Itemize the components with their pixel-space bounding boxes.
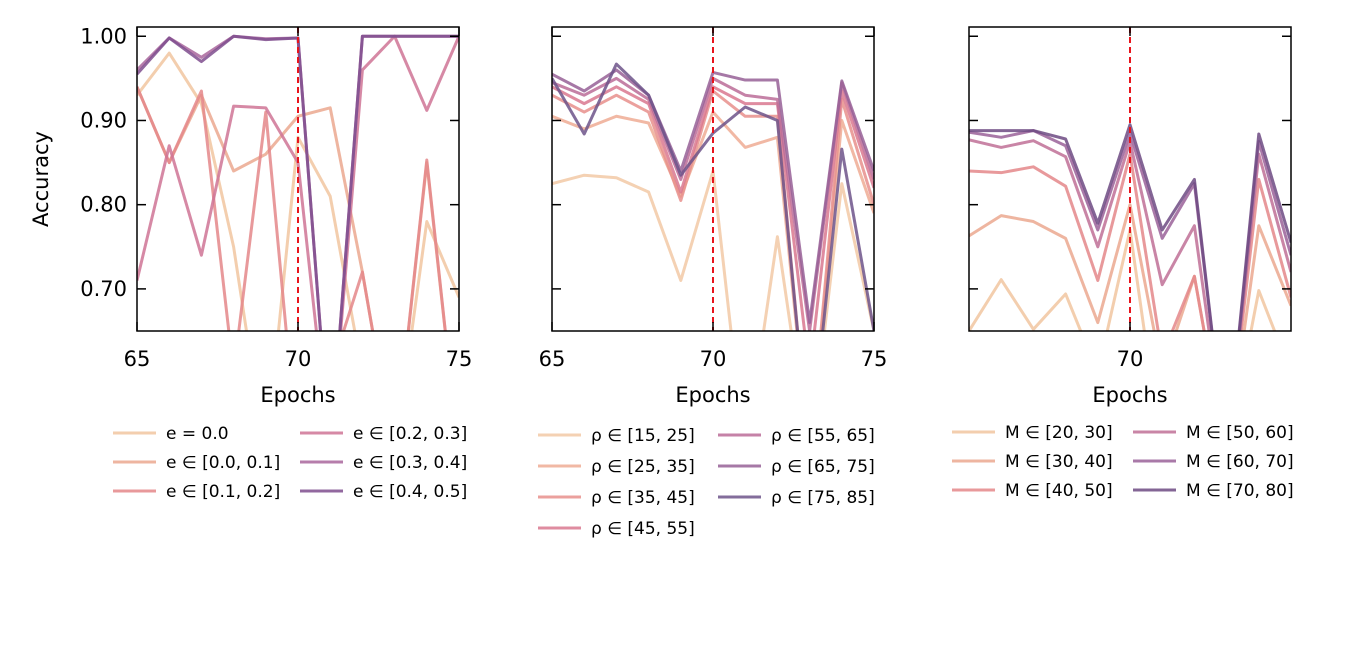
series-line (969, 129, 1291, 331)
series-line (552, 62, 874, 331)
series-line (969, 152, 1291, 331)
y-tick-label: 0.90 (80, 108, 127, 132)
legend-label: ρ ∈ [45, 55] (591, 519, 695, 539)
x-axis-label: Epochs (1092, 383, 1167, 407)
y-tick-label: 1.00 (80, 24, 127, 48)
legend-label: M ∈ [40, 50] (1005, 481, 1113, 501)
legend-label: e ∈ [0.4, 0.5] (353, 482, 467, 502)
legend-label: ρ ∈ [55, 65] (771, 426, 875, 446)
series-line (137, 86, 447, 331)
legend-label: e ∈ [0.0, 0.1] (166, 453, 280, 473)
legend-label: e ∈ [0.2, 0.3] (353, 424, 467, 444)
legend-label: ρ ∈ [15, 25] (591, 426, 695, 446)
legend-label: ρ ∈ [75, 85] (771, 488, 875, 508)
legend-label: M ∈ [50, 60] (1186, 423, 1294, 443)
legend-label: e ∈ [0.1, 0.2] (166, 482, 280, 502)
series-line (552, 85, 874, 331)
legend-label: e = 0.0 (166, 424, 229, 444)
legend-label: e ∈ [0.3, 0.4] (353, 453, 467, 473)
y-axis-label: Accuracy (29, 131, 53, 227)
legend-label: M ∈ [60, 70] (1186, 452, 1294, 472)
y-tick-label: 0.70 (80, 277, 127, 301)
x-axis-label: Epochs (675, 383, 750, 407)
legend-label: M ∈ [70, 80] (1186, 481, 1294, 501)
legend-label: ρ ∈ [25, 35] (591, 457, 695, 477)
legend-label: ρ ∈ [35, 45] (591, 488, 695, 508)
x-tick-label: 70 (1117, 347, 1144, 371)
x-tick-label: 75 (446, 347, 473, 371)
legend-label: M ∈ [30, 40] (1005, 452, 1113, 472)
series-line (969, 203, 1291, 331)
x-axis-label: Epochs (260, 383, 335, 407)
y-tick-label: 0.80 (80, 193, 127, 217)
x-tick-label: 65 (124, 347, 151, 371)
x-tick-label: 70 (700, 347, 727, 371)
x-tick-label: 65 (539, 347, 566, 371)
x-tick-label: 70 (285, 347, 312, 371)
x-tick-label: 75 (861, 347, 888, 371)
legend-label: ρ ∈ [65, 75] (771, 457, 875, 477)
series-line (969, 123, 1291, 331)
legend-label: M ∈ [20, 30] (1005, 423, 1113, 443)
